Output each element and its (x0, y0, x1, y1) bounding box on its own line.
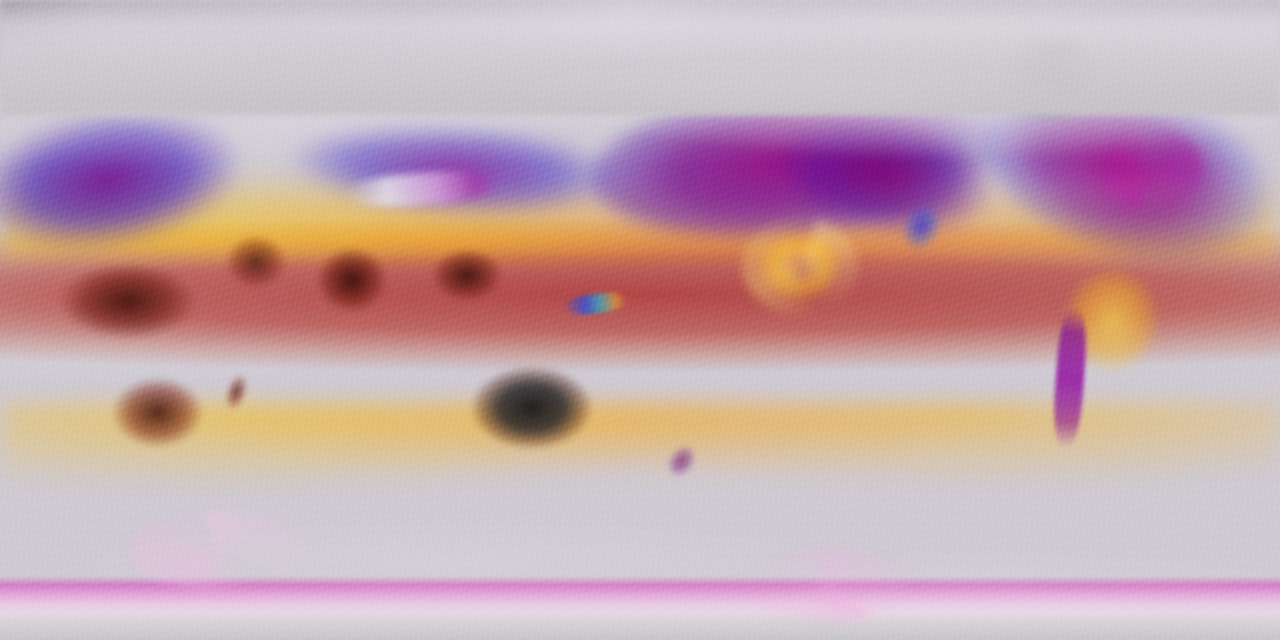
global-ir-temperature-map (0, 0, 1280, 640)
cloud-wisp-highlights (0, 0, 1280, 640)
